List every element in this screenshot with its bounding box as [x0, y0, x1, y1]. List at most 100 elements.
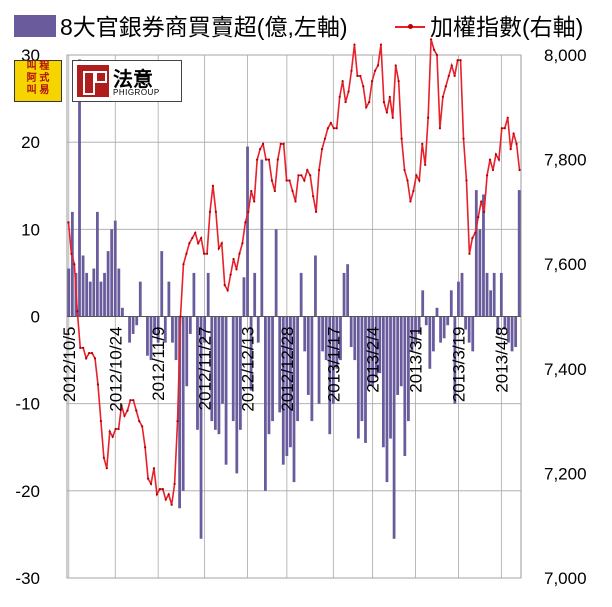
right-tick-label: 7,200 [544, 464, 587, 483]
line-point [108, 430, 111, 433]
line-point [350, 69, 353, 72]
line-point [214, 210, 217, 213]
line-point [435, 53, 439, 57]
bar [160, 251, 164, 317]
bar [88, 281, 92, 317]
line-point [438, 127, 442, 130]
line-point [515, 142, 518, 146]
bar [306, 316, 310, 395]
line-point [202, 252, 206, 255]
bar [156, 316, 160, 343]
line-point [465, 179, 468, 182]
bar [238, 316, 242, 430]
x-tick-label: 2013/3/1 [407, 327, 426, 393]
line-point [197, 242, 200, 245]
x-tick-label: 2012/10/24 [106, 327, 125, 412]
bar [510, 316, 514, 352]
line-point [167, 493, 170, 496]
bar [106, 251, 110, 317]
bar [256, 316, 260, 343]
right-axis-ticks: 7,000 7,200 7,400 7,600 7,800 8,000 [544, 46, 587, 588]
line-point [294, 200, 297, 203]
line-point [379, 43, 383, 46]
line-point [185, 252, 188, 255]
line-point [506, 116, 509, 119]
line-point [415, 174, 418, 177]
bar [253, 272, 257, 317]
bar [113, 220, 117, 317]
line-point [173, 482, 176, 485]
bar [199, 316, 203, 539]
line-point [111, 435, 114, 438]
line-point [235, 268, 238, 271]
line-point [102, 456, 105, 459]
line-point [503, 127, 506, 130]
line-point [155, 493, 159, 496]
bar [331, 316, 335, 404]
bar [260, 159, 264, 317]
line-point [253, 200, 256, 203]
line-point [447, 74, 450, 78]
bar [385, 316, 389, 483]
line-point [264, 158, 268, 161]
line-point [382, 100, 386, 104]
line-point [96, 383, 100, 386]
line-point [385, 111, 388, 114]
bar [188, 316, 192, 334]
line-point [394, 64, 397, 67]
bar [396, 316, 400, 395]
bar [464, 316, 467, 330]
line-point [421, 142, 424, 146]
line-point [483, 210, 486, 213]
line-point [105, 467, 108, 470]
line-point [120, 404, 123, 407]
line-point [397, 80, 400, 83]
line-point [244, 221, 247, 224]
left-tick-label: 0 [31, 308, 40, 327]
line-point [356, 74, 359, 78]
left-tick-label: -30 [15, 569, 40, 588]
logo-phigroup-sub: PHIGROUP [113, 88, 160, 97]
bar [181, 316, 185, 491]
line-point [164, 498, 167, 501]
line-point [303, 179, 306, 182]
line-point [123, 414, 126, 417]
line-point [453, 74, 456, 78]
bar [246, 146, 249, 317]
bar [278, 316, 282, 413]
legend-bar-label: 8大官銀券商買賣超(億,左軸) [60, 14, 348, 40]
line-point [250, 189, 253, 193]
bar [460, 272, 464, 317]
line-point [270, 179, 273, 182]
line-point [126, 409, 129, 412]
line-point [191, 236, 194, 240]
line-point [82, 346, 85, 349]
phigroup-mark-icon [77, 65, 109, 97]
bar [174, 316, 178, 361]
bar [399, 316, 403, 387]
line-point [188, 242, 191, 245]
index-line [67, 39, 521, 505]
x-tick-label: 2012/11/9 [149, 327, 168, 401]
line-point [317, 168, 321, 172]
x-tick-label: 2012/10/5 [60, 327, 79, 403]
left-tick-label: 10 [21, 220, 40, 239]
line-point [500, 127, 503, 130]
bar [457, 281, 460, 317]
bar [206, 272, 210, 317]
line-point [341, 80, 344, 83]
bar [192, 272, 196, 317]
line-point [247, 210, 250, 213]
line-point [409, 200, 412, 203]
line-point [459, 59, 462, 62]
line-point [200, 236, 203, 240]
bar [92, 268, 96, 317]
line-point [88, 352, 91, 355]
line-point [152, 467, 156, 470]
line-point [335, 127, 338, 130]
bar [471, 316, 475, 352]
bar [149, 316, 153, 361]
line-point [306, 168, 309, 172]
line-point [488, 158, 492, 161]
